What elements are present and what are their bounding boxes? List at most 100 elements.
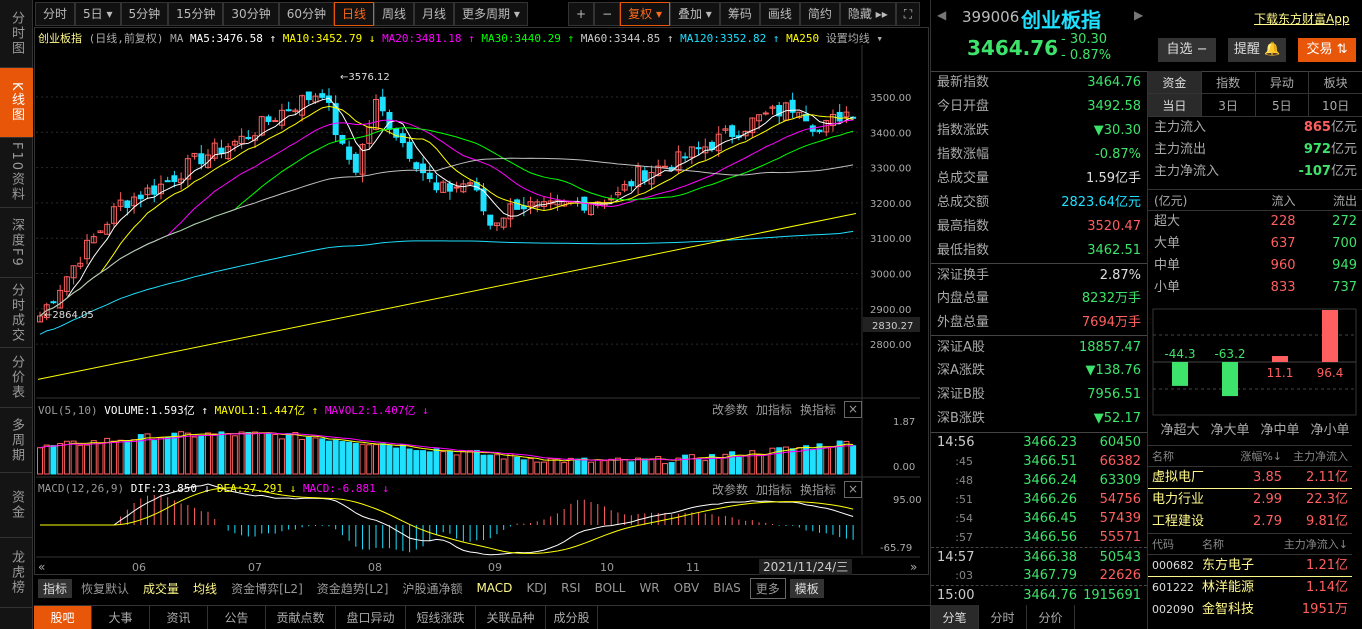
tick-tab[interactable]: 分笔 — [931, 605, 979, 629]
chart-tool-button[interactable]: 隐藏 ▸▸ — [839, 2, 896, 26]
indicator-tab[interactable]: RSI — [561, 581, 581, 595]
stocks-row[interactable]: 002090 金智科技 1951万 — [1148, 599, 1352, 621]
sidebar-item[interactable]: 龙虎榜 — [0, 538, 33, 608]
indicator-tab[interactable]: 模板 — [789, 578, 824, 598]
watchlist-button[interactable]: 自选 − — [1158, 38, 1216, 62]
tick-tab[interactable]: 分价 — [1027, 605, 1075, 629]
download-app-link[interactable]: 下载东方财富App — [1254, 12, 1350, 26]
indicator-tab[interactable]: 恢复默认 — [81, 581, 130, 596]
chart-tool-button[interactable]: 叠加 ▾ — [669, 2, 720, 26]
fund-tab[interactable]: 异动 — [1255, 71, 1310, 94]
fund-tab[interactable]: 板块 — [1309, 71, 1362, 94]
bottom-tab[interactable]: 盘口异动 — [336, 606, 406, 629]
candle — [843, 111, 850, 118]
period-tab[interactable]: 30分钟 — [223, 2, 279, 26]
indicator-tab[interactable]: 更多 — [749, 577, 786, 599]
period-tab[interactable]: 5日 ▾ — [75, 2, 121, 26]
period-tab[interactable]: 60分钟 — [278, 2, 334, 26]
next-stock-icon[interactable]: ▶ — [1134, 8, 1144, 22]
chart-tool-button[interactable]: 筹码 — [719, 2, 760, 26]
ma-settings-button[interactable]: 设置均线 ▾ — [825, 32, 884, 45]
sectors-row[interactable]: 工程建设 2.79 9.81亿 — [1148, 511, 1352, 533]
fund-period-tab[interactable]: 5日 — [1255, 94, 1310, 117]
stocks-row[interactable]: 601222 林洋能源 1.14亿 — [1148, 577, 1352, 599]
tick-time: 15:00 — [937, 588, 975, 603]
col-head[interactable]: 涨幅%↓ — [1240, 450, 1282, 463]
col-head[interactable]: 主力净流入↓ — [1283, 538, 1348, 551]
chart-tool-button[interactable]: + — [568, 2, 595, 26]
period-tab[interactable]: 5分钟 — [120, 2, 169, 26]
period-tab[interactable]: 分时 — [35, 2, 76, 26]
bottom-tab[interactable]: 大事 — [92, 606, 150, 629]
fund-tab[interactable]: 资金 — [1148, 71, 1202, 94]
chart-tool-button[interactable]: 画线 — [759, 2, 800, 26]
bottom-tab[interactable]: 股吧 — [34, 606, 92, 629]
chart-tool-button[interactable]: 复权 ▾ — [620, 2, 670, 26]
add-indicator-button[interactable]: 加指标 — [756, 483, 793, 497]
bottom-tab[interactable]: 贡献点数 — [266, 606, 336, 629]
bottom-tab[interactable]: 资讯 — [150, 606, 208, 629]
indicator-tab[interactable]: 指标 — [38, 578, 73, 598]
indicator-tab[interactable]: 均线 — [193, 581, 218, 596]
period-tab[interactable]: 日线 — [333, 2, 374, 26]
sidebar-item[interactable]: 多周期 — [0, 408, 33, 473]
volume-bar — [749, 450, 756, 475]
kline-chart[interactable]: 3500.00 3400.00 3300.00 3200.00 3100.00 3000.… — [0, 0, 930, 600]
candle — [661, 165, 668, 168]
chart-tool-button[interactable]: − — [594, 2, 621, 26]
indicator-tab[interactable]: 成交量 — [143, 581, 180, 596]
bottom-tab[interactable]: 关联品种 — [476, 606, 546, 629]
sidebar-item[interactable]: F10资料 — [0, 138, 33, 208]
change-params-button[interactable]: 改参数 — [712, 483, 749, 497]
indicator-tab[interactable]: 资金趋势[L2] — [316, 581, 389, 596]
close-icon[interactable]: × — [844, 401, 863, 418]
indicator-tab[interactable]: MACD — [476, 581, 513, 595]
bottom-tab[interactable]: 成分股 — [546, 606, 598, 629]
add-indicator-button[interactable]: 加指标 — [756, 403, 793, 417]
bottom-tab[interactable]: 公告 — [208, 606, 266, 629]
sidebar-item[interactable]: 资金 — [0, 473, 33, 538]
volume-bar — [319, 438, 326, 475]
bottom-tab[interactable]: 短线涨跌 — [406, 606, 476, 629]
volume-bar — [285, 433, 292, 475]
volume-bar — [467, 450, 474, 475]
candle — [299, 95, 306, 116]
stocks-row[interactable]: 000682 东方电子 1.21亿 — [1148, 555, 1352, 577]
fund-period-tab[interactable]: 10日 — [1309, 94, 1362, 117]
alert-button[interactable]: 提醒 🔔 — [1228, 38, 1286, 62]
volume-bar — [762, 453, 769, 475]
scroll-right-button[interactable]: » — [910, 560, 918, 574]
indicator-tab[interactable]: BIAS — [713, 581, 741, 595]
scroll-left-button[interactable]: « — [38, 560, 46, 574]
indicator-tab[interactable]: KDJ — [526, 581, 548, 595]
sidebar-item[interactable]: K线图 — [0, 68, 33, 138]
close-icon[interactable]: × — [844, 481, 863, 498]
indicator-tab[interactable]: OBV — [673, 581, 700, 595]
sidebar-item[interactable]: 分价表 — [0, 348, 33, 408]
fund-period-tab[interactable]: 3日 — [1201, 94, 1256, 117]
sidebar-item[interactable]: 深度F9 — [0, 208, 33, 278]
sectors-row[interactable]: 电力行业 2.99 22.3亿 — [1148, 489, 1352, 511]
chart-tool-button[interactable]: ⛶ — [895, 2, 921, 26]
indicator-tab[interactable]: BOLL — [594, 581, 626, 595]
chart-tool-button[interactable]: 简约 — [799, 2, 840, 26]
candle — [514, 199, 521, 210]
prev-stock-icon[interactable]: ◀ — [937, 8, 947, 22]
sidebar-item[interactable]: 分时成交 — [0, 278, 33, 348]
sidebar-item[interactable]: 分时图 — [0, 0, 33, 68]
tick-tab[interactable]: 分时 — [979, 605, 1027, 629]
sectors-row[interactable]: 虚拟电厂 3.85 2.11亿 — [1148, 467, 1352, 489]
trade-button[interactable]: 交易 ⇅ — [1298, 38, 1356, 62]
period-tab[interactable]: 周线 — [374, 2, 415, 26]
indicator-tab[interactable]: WR — [639, 581, 660, 595]
indicator-tab[interactable]: 资金博弈[L2] — [231, 581, 303, 596]
indicator-tab[interactable]: 沪股通净额 — [402, 581, 463, 596]
fund-period-tab[interactable]: 当日 — [1148, 94, 1202, 117]
switch-indicator-button[interactable]: 换指标 — [800, 403, 837, 417]
period-tab[interactable]: 15分钟 — [168, 2, 224, 26]
period-tab[interactable]: 月线 — [414, 2, 455, 26]
period-tab[interactable]: 更多周期 ▾ — [454, 2, 528, 26]
fund-tab[interactable]: 指数 — [1201, 71, 1256, 94]
change-params-button[interactable]: 改参数 — [712, 403, 749, 417]
switch-indicator-button[interactable]: 换指标 — [800, 483, 837, 497]
